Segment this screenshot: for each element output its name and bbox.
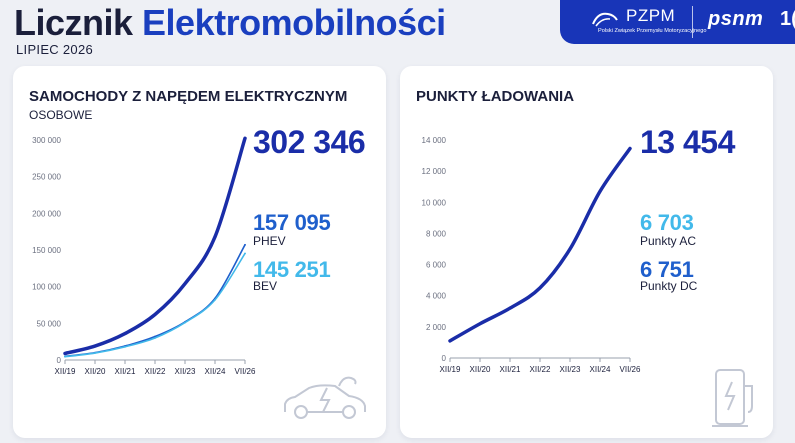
ac-value: 6 703 xyxy=(640,210,694,235)
ev-chart-ytick-label: 50 000 xyxy=(37,319,62,328)
report-date: LIPIEC 2026 xyxy=(16,42,94,57)
ev-chart-data-point xyxy=(214,235,216,238)
ev-chart-data-point xyxy=(124,345,126,348)
ev-chart-ytick-label: 100 000 xyxy=(32,283,61,292)
ev-chart-ytick-label: 0 xyxy=(57,356,62,365)
charging-chart-ytick-label: 10 000 xyxy=(422,198,447,207)
charging-chart-xtick-label: XII/22 xyxy=(530,365,551,374)
logo-banner: PZPM Polski Związek Przemysłu Motoryzacy… xyxy=(560,0,795,44)
phev-value: 157 095 xyxy=(253,210,331,235)
ev-chart-data-point xyxy=(64,352,66,355)
charging-chart-xtick-label: XII/20 xyxy=(470,365,491,374)
charging-chart-ytick-label: 4 000 xyxy=(426,292,447,301)
charging-station-icon xyxy=(712,369,753,427)
ev-chart-data-point xyxy=(184,321,186,324)
ev-chart-data-point xyxy=(244,252,246,255)
charging-chart-series-line-0 xyxy=(448,146,632,343)
car-charging-icon xyxy=(284,376,366,419)
charging-chart-ytick-label: 0 xyxy=(442,354,447,363)
ev-chart-ytick-label: 200 000 xyxy=(32,209,61,218)
ev-chart-ytick-label: 250 000 xyxy=(32,173,61,182)
charging-chart-ytick-label: 12 000 xyxy=(422,167,447,176)
charging-chart-data-point xyxy=(629,147,631,150)
charging-chart-data-point xyxy=(449,339,451,342)
charging-chart-xtick-label: VII/26 xyxy=(620,365,641,374)
ev-chart-data-point xyxy=(244,137,246,140)
ev-chart-xtick-label: XII/23 xyxy=(175,367,196,376)
bev-label: BEV xyxy=(253,279,278,293)
ev-chart-data-point xyxy=(184,282,186,285)
dc-label: Punkty DC xyxy=(640,279,698,293)
ev-chart-series-line-0 xyxy=(63,136,247,356)
ev-chart-xtick-label: XII/22 xyxy=(145,367,166,376)
ev-chart-xtick-label: VII/26 xyxy=(235,367,256,376)
charging-chart-xtick-label: XII/23 xyxy=(560,365,581,374)
charging-chart-data-point xyxy=(479,322,481,325)
ev-chart-data-point xyxy=(64,355,66,358)
psnm-logo-extra: 1( xyxy=(780,8,795,30)
charging-chart-xtick-label: XII/19 xyxy=(440,365,461,374)
dc-value: 6 751 xyxy=(640,257,694,282)
ev-chart-data-point xyxy=(154,337,156,339)
charging-chart-ytick-label: 6 000 xyxy=(426,261,447,270)
ev-chart-series-line-2 xyxy=(64,252,246,358)
ev-chart-xtick-label: XII/21 xyxy=(115,367,136,376)
charging-chart-xtick-label: XII/21 xyxy=(500,365,521,374)
ev-chart-data-point xyxy=(244,243,246,246)
ev-chart-data-point xyxy=(154,313,156,316)
logo-divider xyxy=(692,6,693,38)
pzpm-logo-text: PZPM xyxy=(626,6,676,25)
ev-chart-xtick-label: XII/24 xyxy=(205,367,226,376)
psnm-logo-text: psnm xyxy=(708,8,764,30)
charging-points-title: PUNKTY ŁADOWANIA xyxy=(416,88,575,105)
title-part2: Elektromobilności xyxy=(142,2,446,43)
charging-chart-data-point xyxy=(509,307,511,310)
ac-label: Punkty AC xyxy=(640,234,697,248)
ev-chart-data-point xyxy=(94,352,96,354)
ev-chart-ytick-label: 150 000 xyxy=(32,246,61,255)
ev-cars-card: SAMOCHODY Z NAPĘDEM ELEKTRYCZNYM OSOBOWE… xyxy=(13,66,386,438)
ev-cars-chart: 0 50 000 100 000 150 000 200 000 250 000 300 0… xyxy=(32,136,256,376)
ev-chart-data-point xyxy=(94,345,96,347)
phev-label: PHEV xyxy=(253,234,286,248)
ev-chart-xtick-label: XII/20 xyxy=(85,367,106,376)
charging-total-value: 13 454 xyxy=(640,124,735,160)
pzpm-logo-icon xyxy=(592,12,618,27)
charging-points-chart: 0 2 000 4 000 6 000 8 000 10 000 12 000 14 000 X… xyxy=(422,136,641,374)
ev-chart-series-line-1 xyxy=(64,243,246,358)
ev-chart-xtick-label: XII/19 xyxy=(55,367,76,376)
charging-chart-xtick-label: XII/24 xyxy=(590,365,611,374)
pzpm-logo-subtext: Polski Związek Przemysłu Motoryzacyjnego xyxy=(598,28,707,34)
charging-chart-ytick-label: 2 000 xyxy=(426,323,447,332)
ev-chart-ytick-label: 300 000 xyxy=(32,136,61,145)
charging-chart-data-point xyxy=(599,190,601,193)
ev-total-value: 302 346 xyxy=(253,124,366,160)
charging-chart-data-point xyxy=(569,248,571,250)
ev-cars-title: SAMOCHODY Z NAPĘDEM ELEKTRYCZNYM xyxy=(29,88,348,105)
ev-cars-subtitle: OSOBOWE xyxy=(29,108,93,122)
charging-points-card: PUNKTY ŁADOWANIA 0 2 000 4 000 6 000 8 000 10… xyxy=(400,66,773,438)
charging-chart-ytick-label: 8 000 xyxy=(426,229,447,238)
page-title: Licznik Elektromobilności xyxy=(14,2,446,44)
title-part1: Licznik xyxy=(14,2,133,43)
charging-chart-data-point xyxy=(539,287,541,289)
ev-chart-data-point xyxy=(124,332,126,335)
charging-chart-ytick-label: 14 000 xyxy=(422,136,447,145)
ev-chart-data-point xyxy=(214,298,216,301)
bev-value: 145 251 xyxy=(253,257,331,282)
